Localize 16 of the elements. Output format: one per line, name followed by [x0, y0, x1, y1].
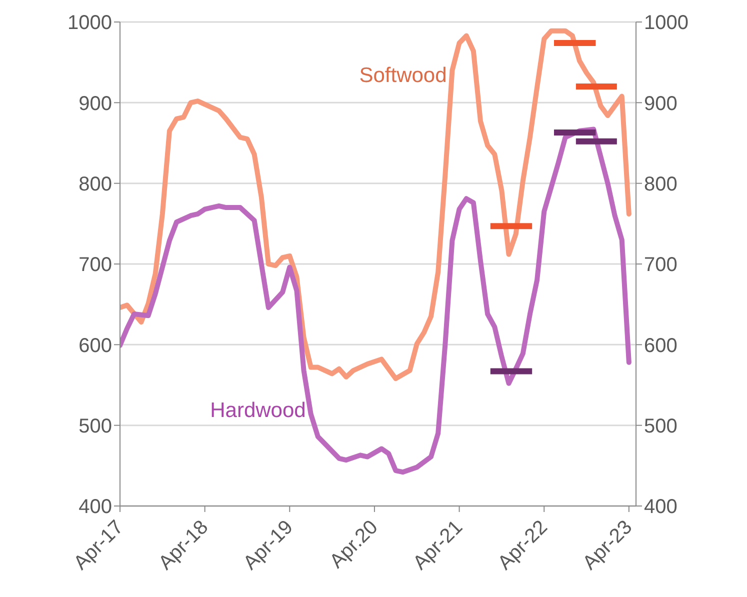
y2-tick-label: 700	[644, 254, 678, 276]
series-label: Softwood	[358, 64, 448, 88]
y2-tick-label: 1000	[644, 12, 688, 34]
y-tick-label: 800	[78, 173, 112, 196]
y2-tick-label: 500	[644, 415, 678, 438]
y-tick-label: 600	[78, 334, 112, 357]
y-tick-label: 400	[78, 496, 112, 518]
y-tick-label: 900	[78, 92, 112, 115]
y-tick-label: 700	[78, 254, 112, 276]
y2-tick-label: 400	[644, 496, 678, 518]
y2-tick-label: 900	[644, 92, 678, 115]
y-tick-label: 1000	[68, 12, 112, 34]
series-label: Hardwood	[209, 399, 307, 423]
y2-tick-label: 800	[644, 173, 678, 196]
y-tick-label: 500	[78, 415, 112, 438]
y2-tick-label: 600	[644, 334, 678, 357]
